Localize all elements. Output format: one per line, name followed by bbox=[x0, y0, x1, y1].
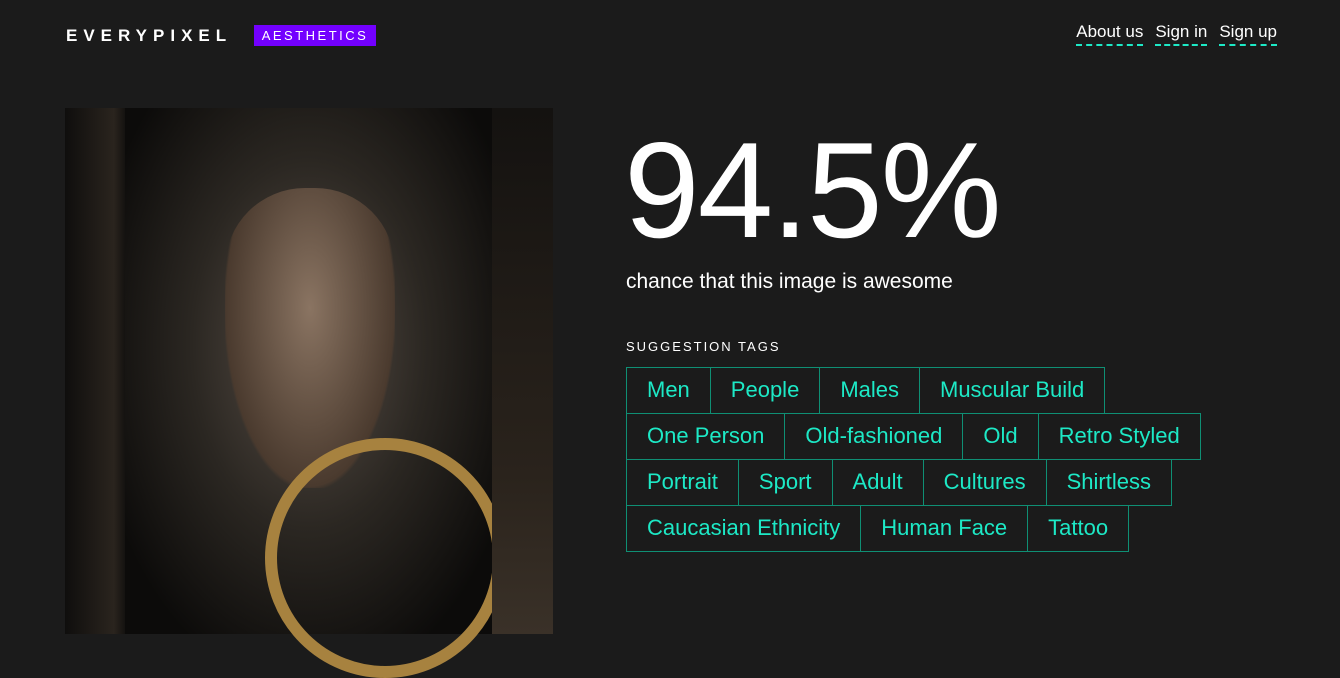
tag[interactable]: Shirtless bbox=[1045, 459, 1172, 506]
tag[interactable]: Tattoo bbox=[1027, 505, 1130, 552]
tag[interactable]: Males bbox=[819, 367, 920, 414]
everypixel-logo[interactable]: EVERYPIXEL bbox=[66, 26, 233, 45]
photo-content bbox=[125, 108, 505, 678]
tag[interactable]: Caucasian Ethnicity bbox=[626, 505, 862, 552]
tag-row: Men People Males Muscular Build bbox=[626, 367, 1246, 414]
tag[interactable]: Adult bbox=[831, 459, 924, 506]
uploaded-photo bbox=[65, 108, 553, 678]
photo-ship-wheel bbox=[265, 438, 505, 678]
aesthetics-badge: AESTHETICS bbox=[254, 25, 376, 46]
tag[interactable]: One Person bbox=[626, 413, 786, 460]
aesthetic-score: 94.5% bbox=[624, 114, 1002, 266]
score-caption: chance that this image is awesome bbox=[626, 270, 953, 293]
tag[interactable]: People bbox=[709, 367, 821, 414]
top-nav: About us Sign in Sign up bbox=[1076, 22, 1277, 46]
tag[interactable]: Retro Styled bbox=[1037, 413, 1201, 460]
tag[interactable]: Cultures bbox=[922, 459, 1047, 506]
tag[interactable]: Men bbox=[626, 367, 711, 414]
tag-row: Portrait Sport Adult Cultures Shirtless bbox=[626, 459, 1246, 506]
photo-blur-edge bbox=[492, 108, 553, 634]
tag[interactable]: Sport bbox=[737, 459, 833, 506]
tag[interactable]: Muscular Build bbox=[919, 367, 1106, 414]
suggestion-tags-title: SUGGESTION TAGS bbox=[626, 339, 781, 354]
tag[interactable]: Portrait bbox=[626, 459, 739, 506]
tag[interactable]: Old bbox=[962, 413, 1039, 460]
tag[interactable]: Human Face bbox=[860, 505, 1029, 552]
sign-in-link[interactable]: Sign in bbox=[1155, 22, 1208, 46]
tag[interactable]: Old-fashioned bbox=[784, 413, 964, 460]
tag-row: Caucasian Ethnicity Human Face Tattoo bbox=[626, 505, 1246, 552]
sign-up-link[interactable]: Sign up bbox=[1219, 22, 1277, 46]
suggestion-tags: Men People Males Muscular Build One Person Ol… bbox=[626, 367, 1246, 552]
tag-row: One Person Old-fashioned Old Retro Styled bbox=[626, 413, 1246, 460]
photo-subject bbox=[225, 188, 395, 488]
about-us-link[interactable]: About us bbox=[1076, 22, 1144, 46]
